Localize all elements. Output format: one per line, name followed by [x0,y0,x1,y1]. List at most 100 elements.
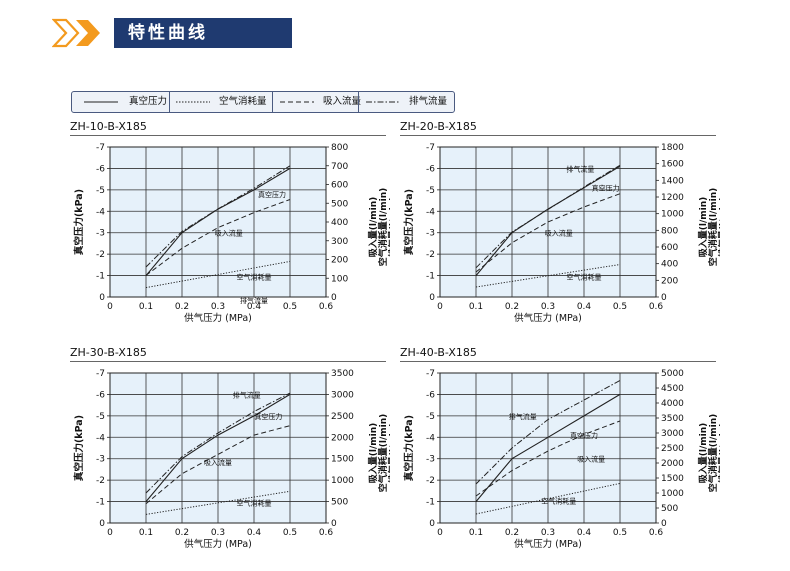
y-right-tick-label: 3500 [661,414,684,424]
series-line [475,264,621,288]
y-right-tick-label: 1500 [331,455,354,465]
title-rule [70,361,386,362]
x-tick-label: 0 [107,302,113,312]
series-label: 排气流量 [566,164,594,173]
y-right-tick-label: 1000 [331,476,354,486]
y-left-tick-label: -5 [96,412,105,422]
x-tick-label: 0.3 [211,302,225,312]
y-right-tick-label: 3000 [331,390,354,400]
series-label: 吸入流量 [204,458,232,467]
y-left-tick-label: -6 [96,164,105,174]
y-right-tick-label: 2000 [661,459,684,469]
y-right-tick-label: 800 [661,226,678,236]
y-right-tick-label: 100 [331,274,348,284]
x-tick-label: 0 [107,528,113,538]
y-right-axis-label: 吸入量(l/min) [367,423,379,483]
legend-label: 真空压力 [129,96,168,107]
y-right-axis-label: 吸入量(l/min) [697,423,709,483]
y-right-axis-label: 空气消耗量(l/min) [707,188,719,266]
series-line [145,425,291,505]
y-left-tick-label: -4 [426,207,435,217]
x-tick-label: 0.2 [175,302,189,312]
x-tick-label: 0.6 [319,302,334,312]
y-left-tick-label: -1 [96,498,105,508]
y-right-tick-label: 1400 [661,176,684,186]
y-right-tick-label: 500 [331,199,348,209]
y-right-tick-label: 4500 [661,384,684,394]
y-left-tick-label: -6 [426,164,435,174]
x-tick-label: 0.3 [211,528,225,538]
series-label: 真空压力 [592,184,620,193]
y-right-tick-label: 2500 [331,412,354,422]
chart-title: ZH-10-B-X185 [70,120,147,133]
y-right-tick-label: 200 [331,256,348,266]
y-left-tick-label: 0 [429,293,435,303]
x-tick-label: 0.1 [469,302,483,312]
chart-zh-10: ZH-10-B-X185 0 0.1 0.2 0.3 0.4 0.5 0.6 -7 -6 -5 -4… [70,120,390,335]
x-axis-label: 供气压力 (MPa) [514,312,582,324]
y-right-tick-label: 3500 [331,369,354,379]
chart-title: ZH-20-B-X185 [400,120,477,133]
y-left-tick-label: -4 [96,207,105,217]
series-line [145,490,291,515]
y-right-tick-label: 200 [661,276,678,286]
section-title: 特性曲线 [114,18,292,48]
legend-divider [272,92,273,112]
series-label: 排气流量 [233,390,261,399]
chart-zh-20: ZH-20-B-X185 0 0.1 0.2 0.3 0.4 0.5 0.6 -7 -6 -5 -4… [400,120,720,335]
title-rule [400,361,716,362]
series-line [145,392,291,494]
series-line [475,393,621,502]
y-right-tick-label: 600 [331,181,348,191]
series-label: 空气消耗量 [567,273,602,282]
series-line [475,193,621,273]
x-tick-label: 0.6 [649,528,664,538]
legend-divider [169,92,170,112]
series-line [475,380,621,485]
y-right-tick-label: 800 [331,143,348,153]
chart-plot: 0 0.1 0.2 0.3 0.4 0.5 0.6-7-6-5-4-3-2-10 050010… [73,369,390,550]
x-tick-label: 0.3 [541,302,555,312]
y-left-axis-label: 真空压力(kPa) [73,189,85,255]
x-tick-label: 0.5 [283,302,297,312]
y-left-tick-label: -1 [426,498,435,508]
legend-label: 空气消耗量 [219,96,267,107]
x-tick-label: 0.2 [505,528,519,538]
y-left-tick-label: -2 [426,476,435,486]
y-left-tick-label: -6 [96,390,105,400]
x-tick-label: 0.1 [139,528,153,538]
y-right-tick-label: 1200 [661,193,684,203]
series-line [145,260,291,289]
x-axis-label: 供气压力 (MPa) [184,538,252,550]
y-left-tick-label: -5 [426,186,435,196]
y-right-tick-label: 2000 [331,433,354,443]
x-tick-label: 0 [437,528,443,538]
series-label: 吸入流量 [545,229,573,238]
y-left-tick-label: -2 [426,250,435,260]
y-right-tick-label: 0 [331,519,337,529]
x-tick-label: 0.6 [319,528,334,538]
y-right-axis-label: 吸入量(l/min) [697,197,709,257]
y-right-tick-label: 0 [661,293,667,303]
series-line [145,393,291,502]
y-left-tick-label: -5 [96,186,105,196]
x-tick-label: 0.4 [577,528,592,538]
legend-item-exhaust: 排气流量 [366,92,447,112]
y-left-tick-label: -7 [96,369,105,379]
y-right-tick-label: 300 [331,237,348,247]
legend-label: 排气流量 [409,96,448,107]
y-left-axis-label: 真空压力(kPa) [403,189,415,255]
series-line [145,167,291,276]
y-right-tick-label: 1800 [661,143,684,153]
y-right-tick-label: 700 [331,162,348,172]
series-line [475,420,621,497]
y-right-axis-label: 排气量(l/min) [387,423,390,483]
legend-swatch [280,101,314,102]
y-right-tick-label: 0 [661,519,667,529]
chart-zh-40: ZH-40-B-X185 0 0.1 0.2 0.3 0.4 0.5 0.6 -7 -6 -5 -4… [400,346,720,561]
series-label: 空气消耗量 [237,273,272,282]
series-label: 吸入流量 [215,229,243,238]
y-right-tick-label: 5000 [661,369,684,379]
x-axis-label: 供气压力 (MPa) [184,312,252,324]
series-line [475,165,621,276]
